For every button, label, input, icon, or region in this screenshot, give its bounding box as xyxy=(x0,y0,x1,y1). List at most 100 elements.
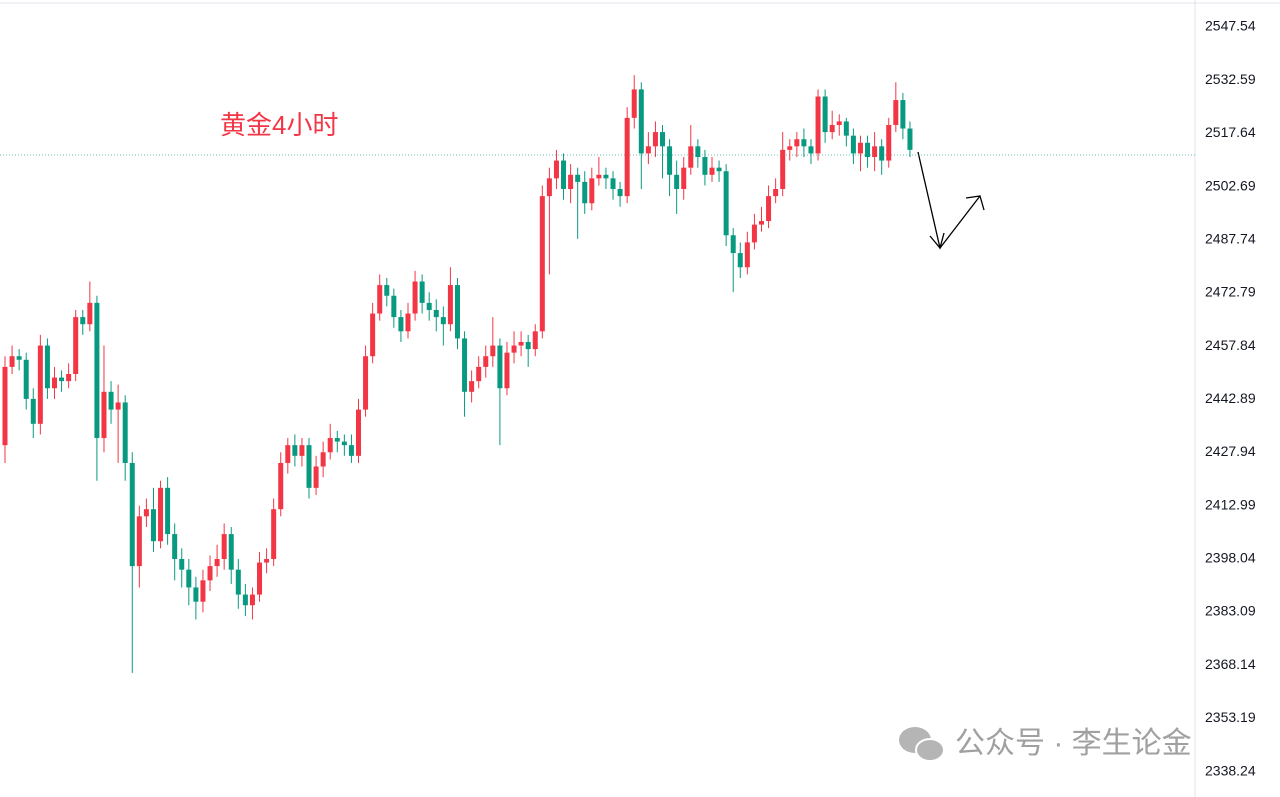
candle-body xyxy=(30,398,36,424)
candle-body xyxy=(681,167,687,190)
candle-body xyxy=(596,174,602,179)
y-tick-label: 2517.64 xyxy=(1205,124,1256,140)
candle-body xyxy=(553,160,559,179)
candle-body xyxy=(794,139,800,147)
candle-body xyxy=(546,178,552,197)
candle-body xyxy=(893,100,899,125)
candle-body xyxy=(497,345,503,389)
candle-body xyxy=(115,402,121,410)
y-tick-label: 2532.59 xyxy=(1205,71,1256,87)
y-tick-label: 2427.94 xyxy=(1205,443,1256,459)
candle-body xyxy=(865,142,871,157)
candle-body xyxy=(716,167,722,172)
candle-body xyxy=(829,124,835,133)
candle-body xyxy=(469,381,475,392)
candle-body xyxy=(603,174,609,179)
candle-body xyxy=(228,534,234,570)
drawn-arrow xyxy=(917,151,985,250)
candle-body xyxy=(766,196,772,222)
candle-body xyxy=(80,317,86,325)
candle-body xyxy=(532,331,538,350)
candle-body xyxy=(688,146,694,168)
candle-body xyxy=(186,569,192,588)
candle-body xyxy=(150,509,156,542)
y-tick-label: 2457.84 xyxy=(1205,337,1256,353)
candle-body xyxy=(723,171,729,236)
candle-body xyxy=(23,359,29,399)
candle-body xyxy=(73,317,79,375)
candle-body xyxy=(235,569,241,595)
watermark: 公众号 · 李生论金 xyxy=(955,727,1192,760)
candle-body xyxy=(158,487,164,542)
candle-body xyxy=(419,281,425,303)
candle-body xyxy=(242,594,248,606)
candle-body xyxy=(405,313,411,332)
candle-body xyxy=(652,132,658,147)
candle-body xyxy=(94,302,100,439)
candle-body xyxy=(631,89,637,118)
candle-body xyxy=(561,160,567,190)
candle-body xyxy=(589,178,595,204)
candle-body xyxy=(129,462,135,567)
candle-body xyxy=(207,566,213,581)
candle-body xyxy=(518,341,524,346)
candle-body xyxy=(179,558,185,570)
y-tick-label: 2472.79 xyxy=(1205,284,1256,300)
candle-body xyxy=(341,441,347,446)
candle-body xyxy=(850,135,856,154)
candle-body xyxy=(334,438,340,442)
candle-body xyxy=(412,281,418,314)
candle-body xyxy=(249,594,255,606)
candle-body xyxy=(433,309,439,318)
candle-body xyxy=(610,178,616,190)
y-tick-label: 2487.74 xyxy=(1205,230,1256,246)
candle-body xyxy=(744,242,750,268)
candle-body xyxy=(836,121,842,125)
candle-body xyxy=(879,146,885,161)
candle-body xyxy=(900,100,906,129)
candle-body xyxy=(447,285,453,325)
candle-body xyxy=(398,317,404,332)
candle-body xyxy=(313,466,319,488)
candle-body xyxy=(363,356,369,410)
candle-body xyxy=(356,409,361,456)
candle-body xyxy=(702,156,708,175)
candle-body xyxy=(370,313,376,357)
candle-body xyxy=(525,341,531,350)
candle-body xyxy=(299,445,305,456)
candle-body xyxy=(16,356,22,360)
candle-body xyxy=(306,445,312,488)
candle-body xyxy=(462,338,468,392)
candle-body xyxy=(200,580,206,602)
candle-body xyxy=(780,149,786,190)
candle-body xyxy=(801,139,807,147)
candle-body xyxy=(426,302,432,310)
candle-body xyxy=(44,345,50,389)
candle-body xyxy=(66,374,72,382)
wechat-icon xyxy=(899,727,945,762)
candle-body xyxy=(758,221,764,225)
candle-body xyxy=(440,317,446,325)
candle-body xyxy=(320,452,326,467)
candle-body xyxy=(709,167,715,175)
candle-body xyxy=(108,391,114,410)
candle-body xyxy=(617,189,623,197)
candle-body xyxy=(539,196,545,332)
candle-body xyxy=(391,295,397,318)
candle-body xyxy=(264,558,270,563)
candle-body xyxy=(843,121,849,136)
y-tick-label: 2383.09 xyxy=(1205,603,1256,619)
candle-body xyxy=(384,285,390,296)
y-tick-label: 2368.14 xyxy=(1205,656,1256,672)
candle-body xyxy=(660,132,666,147)
candle-body xyxy=(575,174,581,182)
candle-body xyxy=(285,445,291,463)
candle-body xyxy=(872,146,878,157)
candle-body xyxy=(59,377,65,382)
candle-body xyxy=(504,352,510,389)
candle-body xyxy=(348,445,354,456)
candle-body xyxy=(737,253,743,268)
candle-body xyxy=(808,146,814,154)
candle-body xyxy=(645,146,651,154)
